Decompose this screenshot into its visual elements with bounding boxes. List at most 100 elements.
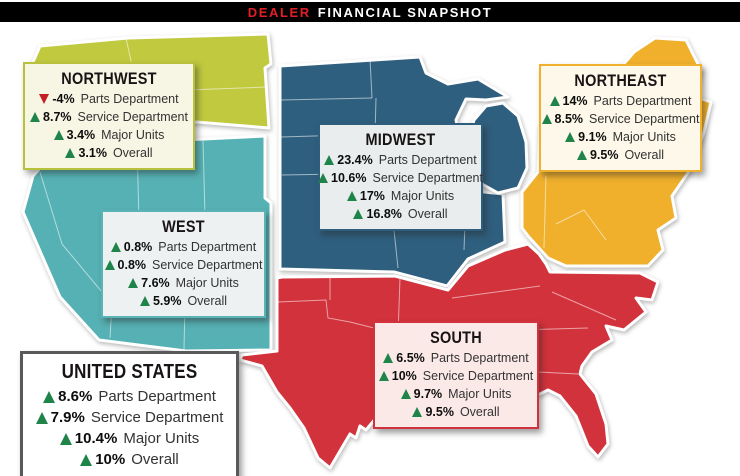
stat-label: Overall bbox=[407, 207, 448, 221]
stat-value: 14% bbox=[562, 94, 588, 108]
stat-value: 8.6% bbox=[58, 388, 93, 405]
stat-label: Overall bbox=[459, 405, 500, 419]
region-panel-south: SOUTH 6.5% Parts Department 10% Service … bbox=[373, 321, 539, 429]
trend-arrow-icon bbox=[318, 173, 329, 183]
stat-label: Parts Department bbox=[80, 92, 179, 106]
region-title: UNITED STATES bbox=[61, 361, 198, 383]
trend-arrow-icon bbox=[35, 411, 48, 424]
stat-label: Major Units bbox=[448, 387, 512, 401]
stat-row: 6.5% Parts Department bbox=[379, 349, 533, 367]
stat-label: Service Department bbox=[90, 409, 224, 426]
stat-value: 3.1% bbox=[78, 146, 107, 160]
trend-arrow-icon bbox=[549, 96, 560, 106]
stat-value: 10.6% bbox=[331, 171, 367, 185]
trend-arrow-icon bbox=[565, 132, 576, 142]
region-title: WEST bbox=[162, 217, 205, 236]
trend-arrow-icon bbox=[139, 296, 150, 306]
stat-label: Parts Department bbox=[98, 388, 216, 405]
stat-row: 7.6% Major Units bbox=[107, 274, 260, 292]
region-panel-northeast: NORTHEAST 14% Parts Department 8.5% Serv… bbox=[539, 64, 702, 172]
stat-label: Overall bbox=[187, 294, 228, 308]
stat-row: 7.9% Service Department bbox=[27, 407, 232, 428]
stat-value: 9.5% bbox=[425, 405, 454, 419]
region-title: SOUTH bbox=[430, 328, 482, 347]
trend-arrow-icon bbox=[30, 112, 41, 122]
stat-label: Major Units bbox=[612, 130, 676, 144]
stat-label: Major Units bbox=[123, 430, 200, 447]
stat-label: Service Department bbox=[77, 110, 188, 124]
stat-row: 16.8% Overall bbox=[324, 205, 477, 223]
trend-arrow-icon bbox=[39, 94, 50, 104]
trend-arrow-icon bbox=[43, 390, 56, 403]
stat-label: Service Department bbox=[152, 258, 263, 272]
stat-row: 10.6% Service Department bbox=[318, 169, 483, 187]
stat-label: Major Units bbox=[390, 189, 455, 203]
trend-arrow-icon bbox=[53, 130, 64, 140]
stat-label: Overall bbox=[131, 451, 179, 468]
stat-value: 10% bbox=[391, 369, 417, 383]
trend-arrow-icon bbox=[378, 371, 389, 381]
trend-arrow-icon bbox=[383, 353, 394, 363]
trend-arrow-icon bbox=[128, 278, 139, 288]
trend-arrow-icon bbox=[59, 432, 72, 445]
trend-arrow-icon bbox=[576, 150, 587, 160]
stat-label: Overall bbox=[112, 146, 153, 160]
stat-row: 17% Major Units bbox=[324, 187, 477, 205]
stat-row: 3.1% Overall bbox=[29, 144, 189, 162]
stat-value: 7.9% bbox=[50, 409, 85, 426]
stat-value: 10% bbox=[95, 451, 126, 468]
stat-value: -4% bbox=[52, 92, 75, 106]
stat-value: 8.5% bbox=[554, 112, 584, 126]
stat-value: 5.9% bbox=[152, 294, 182, 308]
stat-row: 3.4% Major Units bbox=[29, 126, 189, 144]
stat-value: 7.6% bbox=[141, 276, 170, 290]
stat-label: Parts Department bbox=[593, 94, 692, 108]
stat-label: Parts Department bbox=[430, 351, 529, 365]
header-bar: DEALER FINANCIAL SNAPSHOT bbox=[0, 2, 740, 22]
header-title: FINANCIAL SNAPSHOT bbox=[317, 4, 493, 20]
stat-value: 0.8% bbox=[117, 258, 147, 272]
stat-value: 9.5% bbox=[589, 148, 619, 162]
stat-value: 3.4% bbox=[66, 128, 96, 142]
stat-row: 9.7% Major Units bbox=[379, 385, 533, 403]
stat-value: 16.8% bbox=[366, 207, 402, 221]
stat-row: -4% Parts Department bbox=[29, 90, 189, 108]
stat-row: 5.9% Overall bbox=[107, 292, 260, 310]
region-title: NORTHEAST bbox=[574, 71, 667, 90]
trend-arrow-icon bbox=[353, 209, 364, 219]
stat-row: 14% Parts Department bbox=[545, 92, 696, 110]
stat-label: Parts Department bbox=[378, 153, 477, 167]
stat-value: 8.7% bbox=[43, 110, 72, 124]
trend-arrow-icon bbox=[346, 191, 357, 201]
stat-row: 9.1% Major Units bbox=[545, 128, 696, 146]
stat-row: 9.5% Overall bbox=[545, 146, 696, 164]
stat-value: 23.4% bbox=[337, 153, 373, 167]
region-panel-northwest: NORTHWEST -4% Parts Department 8.7% Serv… bbox=[23, 62, 195, 170]
stat-row: 8.6% Parts Department bbox=[27, 386, 232, 407]
trend-arrow-icon bbox=[110, 242, 121, 252]
stat-row: 8.7% Service Department bbox=[29, 108, 189, 126]
stat-label: Service Department bbox=[372, 171, 483, 185]
stat-row: 10.4% Major Units bbox=[27, 428, 232, 449]
stat-label: Overall bbox=[624, 148, 665, 162]
stat-value: 10.4% bbox=[74, 430, 118, 447]
region-title: NORTHWEST bbox=[61, 69, 157, 88]
stat-label: Parts Department bbox=[158, 240, 257, 254]
trend-arrow-icon bbox=[65, 148, 76, 158]
stat-row: 0.8% Parts Department bbox=[107, 238, 260, 256]
stat-row: 9.5% Overall bbox=[379, 403, 533, 421]
stat-label: Service Department bbox=[422, 369, 534, 383]
stat-row: 10% Overall bbox=[27, 449, 232, 470]
stat-row: 10% Service Department bbox=[378, 367, 534, 385]
stat-value: 9.7% bbox=[413, 387, 443, 401]
stat-label: Service Department bbox=[589, 112, 700, 126]
stat-row: 23.4% Parts Department bbox=[324, 151, 477, 169]
trend-arrow-icon bbox=[541, 114, 552, 124]
trend-arrow-icon bbox=[324, 155, 335, 165]
stat-value: 0.8% bbox=[123, 240, 153, 254]
stat-label: Major Units bbox=[175, 276, 239, 290]
region-panel-midwest: MIDWEST 23.4% Parts Department 10.6% Ser… bbox=[318, 123, 483, 231]
stat-value: 9.1% bbox=[578, 130, 607, 144]
stat-row: 8.5% Service Department bbox=[541, 110, 700, 128]
